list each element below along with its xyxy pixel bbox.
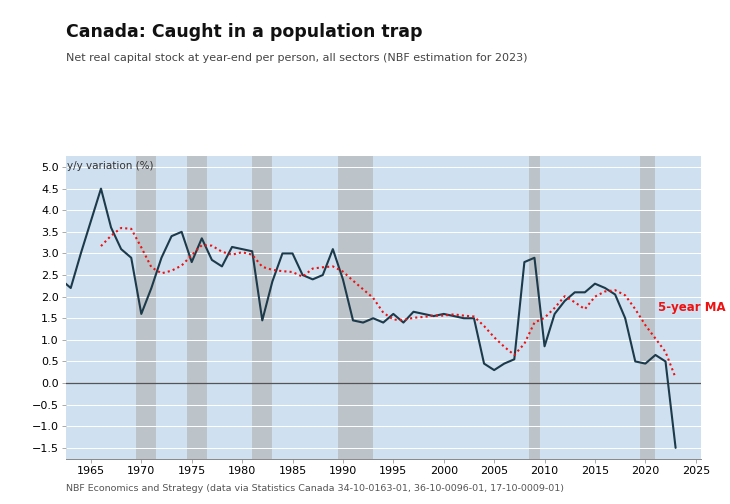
- Bar: [252, 156, 272, 459]
- Bar: [187, 156, 207, 459]
- Text: NBF Economics and Strategy (data via Statistics Canada 34-10-0163-01, 36-10-0096: NBF Economics and Strategy (data via Sta…: [66, 484, 564, 493]
- Bar: [529, 156, 539, 459]
- Bar: [640, 156, 656, 459]
- Bar: [137, 156, 156, 459]
- Text: 5-year MA: 5-year MA: [658, 301, 726, 314]
- Text: y/y variation (%): y/y variation (%): [67, 161, 153, 171]
- Text: Net real capital stock at year-end per person, all sectors (NBF estimation for 2: Net real capital stock at year-end per p…: [66, 53, 527, 63]
- Text: Canada: Caught in a population trap: Canada: Caught in a population trap: [66, 23, 422, 41]
- Bar: [338, 156, 373, 459]
